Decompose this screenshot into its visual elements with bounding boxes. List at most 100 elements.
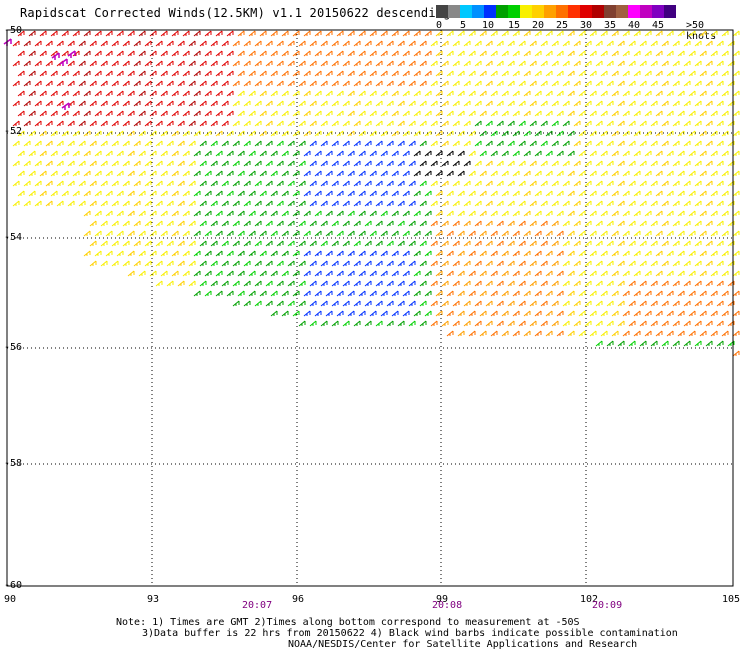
wind-barb bbox=[226, 70, 234, 77]
wind-barb bbox=[369, 210, 377, 217]
wind-barb bbox=[545, 230, 553, 237]
wind-barb bbox=[452, 200, 460, 207]
wind-barb bbox=[353, 60, 361, 67]
wind-barb bbox=[694, 80, 702, 87]
wind-barb bbox=[116, 70, 124, 77]
wind-barb bbox=[562, 120, 570, 127]
wind-barb bbox=[688, 50, 696, 57]
scale-swatch bbox=[580, 5, 592, 18]
wind-barb bbox=[683, 320, 691, 327]
wind-barb bbox=[303, 170, 311, 177]
wind-barb bbox=[237, 250, 245, 257]
wind-barb bbox=[732, 150, 740, 157]
wind-barb bbox=[600, 170, 608, 177]
wind-barb bbox=[171, 230, 179, 237]
wind-barb bbox=[611, 150, 619, 157]
wind-barb bbox=[292, 30, 300, 37]
wind-barb bbox=[287, 240, 295, 247]
wind-barb bbox=[496, 40, 504, 47]
wind-barb bbox=[545, 290, 553, 297]
wind-barb bbox=[650, 340, 658, 347]
wind-barb bbox=[160, 250, 168, 257]
wind-barb bbox=[496, 160, 504, 167]
wind-barb bbox=[512, 170, 520, 177]
wind-barb bbox=[61, 150, 69, 157]
wind-barb bbox=[391, 190, 399, 197]
wind-barb bbox=[182, 70, 190, 77]
wind-barb bbox=[358, 210, 366, 217]
wind-barb bbox=[507, 200, 515, 207]
wind-barb bbox=[485, 300, 493, 307]
wind-barb bbox=[529, 220, 537, 227]
wind-barb bbox=[661, 280, 669, 287]
wind-barb bbox=[23, 140, 31, 147]
wind-barb bbox=[314, 250, 322, 257]
wind-barb bbox=[94, 90, 102, 97]
wind-barb bbox=[556, 70, 564, 77]
wind-barb bbox=[435, 290, 443, 297]
wind-barb bbox=[595, 100, 603, 107]
wind-barb bbox=[210, 180, 218, 187]
wind-barb bbox=[287, 160, 295, 167]
wind-barb bbox=[479, 30, 487, 37]
wind-barb bbox=[281, 50, 289, 57]
wind-barb bbox=[622, 130, 630, 137]
wind-barb bbox=[270, 150, 278, 157]
wind-barb bbox=[562, 100, 570, 107]
wind-barb bbox=[457, 30, 465, 37]
wind-barb bbox=[287, 100, 295, 107]
wind-barb bbox=[644, 90, 652, 97]
wind-barb bbox=[177, 140, 185, 147]
wind-barb bbox=[441, 140, 449, 147]
wind-barb bbox=[683, 300, 691, 307]
wind-barb bbox=[353, 180, 361, 187]
wind-barb bbox=[710, 90, 718, 97]
wind-barb bbox=[639, 120, 647, 127]
wind-barb bbox=[556, 90, 564, 97]
wind-barb bbox=[298, 180, 306, 187]
wind-barb bbox=[127, 210, 135, 217]
wind-barb bbox=[595, 220, 603, 227]
wind-barb bbox=[166, 80, 174, 87]
wind-barb bbox=[171, 210, 179, 217]
wind-barb bbox=[331, 280, 339, 287]
wind-barb bbox=[199, 160, 207, 167]
wind-barb bbox=[243, 280, 251, 287]
wind-barb bbox=[402, 70, 410, 77]
wind-barb bbox=[672, 40, 680, 47]
wind-barb bbox=[672, 200, 680, 207]
wind-barb bbox=[617, 240, 625, 247]
wind-barb bbox=[578, 270, 586, 277]
wind-barb bbox=[39, 190, 47, 197]
wind-barb bbox=[94, 210, 102, 217]
scale-swatch bbox=[472, 5, 484, 18]
wind-barb bbox=[441, 220, 449, 227]
wind-barb bbox=[661, 80, 669, 87]
wind-barb bbox=[457, 70, 465, 77]
wind-barb bbox=[226, 230, 234, 237]
wind-barb-high bbox=[59, 58, 68, 66]
wind-barb bbox=[683, 40, 691, 47]
wind-barb bbox=[155, 180, 163, 187]
wind-barb bbox=[584, 260, 592, 267]
wind-barb bbox=[490, 270, 498, 277]
wind-barb bbox=[611, 210, 619, 217]
wind-barb bbox=[155, 240, 163, 247]
wind-barb bbox=[408, 240, 416, 247]
wind-barb bbox=[573, 300, 581, 307]
wind-barb bbox=[683, 280, 691, 287]
wind-barb bbox=[529, 40, 537, 47]
wind-barb bbox=[677, 270, 685, 277]
wind-barb bbox=[369, 110, 377, 117]
note-line-1: Note: 1) Times are GMT 2)Times along bot… bbox=[116, 617, 580, 628]
wind-barb bbox=[221, 40, 229, 47]
wind-barb bbox=[441, 60, 449, 67]
wind-barb bbox=[617, 160, 625, 167]
wind-barb bbox=[17, 50, 25, 57]
wind-barb bbox=[100, 260, 108, 267]
wind-barb bbox=[518, 40, 526, 47]
wind-barb bbox=[666, 270, 674, 277]
wind-barb bbox=[89, 40, 97, 47]
wind-barb bbox=[314, 90, 322, 97]
wind-barb bbox=[573, 160, 581, 167]
